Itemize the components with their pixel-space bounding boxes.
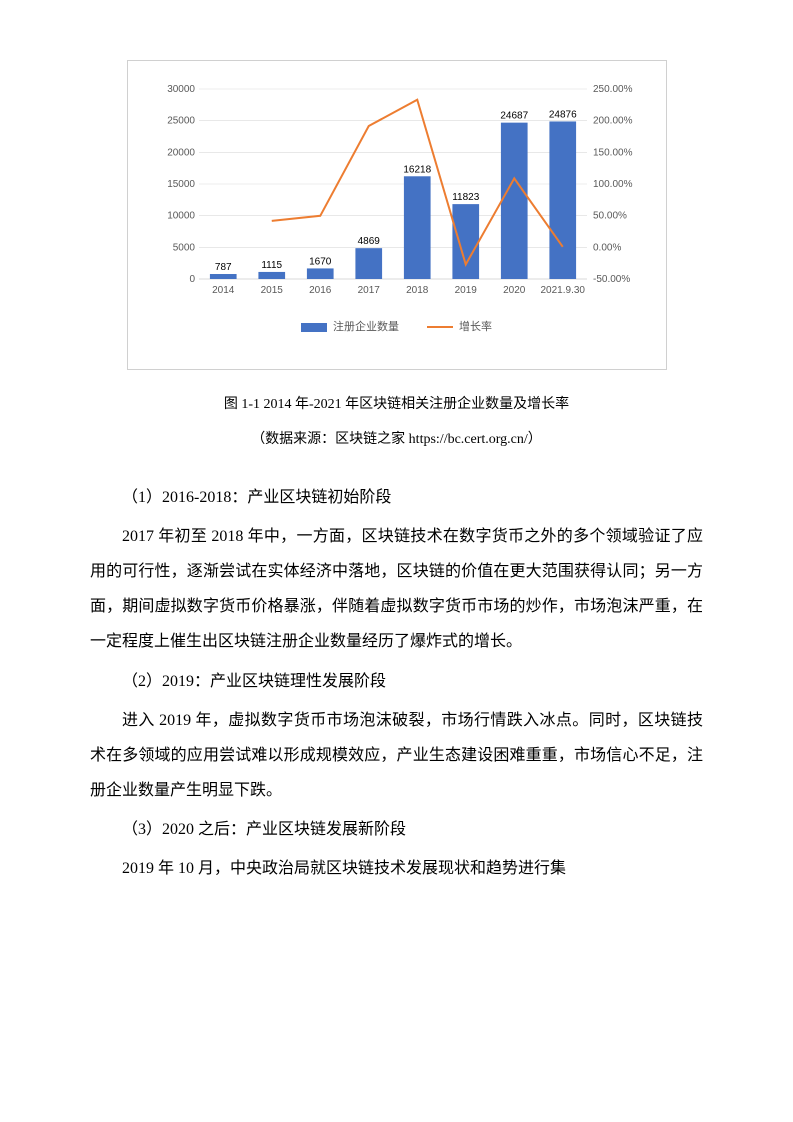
svg-text:50.00%: 50.00% xyxy=(593,211,627,222)
legend-line-item: 增长率 xyxy=(427,315,492,339)
section-heading-1: （1）2016-2018：产业区块链初始阶段 xyxy=(90,480,703,515)
svg-text:20000: 20000 xyxy=(167,147,195,158)
svg-text:100.00%: 100.00% xyxy=(593,179,633,190)
svg-text:150.00%: 150.00% xyxy=(593,147,633,158)
svg-text:200.00%: 200.00% xyxy=(593,116,633,127)
legend-line-swatch xyxy=(427,326,453,328)
svg-text:15000: 15000 xyxy=(167,179,195,190)
legend-bar-label: 注册企业数量 xyxy=(333,315,399,339)
legend-bar-swatch xyxy=(301,323,327,332)
svg-text:2020: 2020 xyxy=(503,285,526,296)
svg-text:24876: 24876 xyxy=(548,109,576,120)
combo-chart: 0 5000 10000 15000 20000 25000 30000 -50.00% 0.0… xyxy=(127,60,667,370)
svg-text:2019: 2019 xyxy=(454,285,477,296)
svg-text:787: 787 xyxy=(214,262,231,273)
svg-text:25000: 25000 xyxy=(167,116,195,127)
svg-text:1670: 1670 xyxy=(309,256,332,267)
svg-text:11823: 11823 xyxy=(452,192,480,203)
svg-text:2021.9.30: 2021.9.30 xyxy=(540,285,585,296)
svg-text:16218: 16218 xyxy=(403,164,431,175)
svg-text:5000: 5000 xyxy=(172,242,195,253)
figure-source: （数据来源：区块链之家 https://bc.cert.org.cn/） xyxy=(90,425,703,456)
svg-text:30000: 30000 xyxy=(167,84,195,95)
svg-text:2017: 2017 xyxy=(357,285,380,296)
svg-text:2016: 2016 xyxy=(309,285,332,296)
svg-text:10000: 10000 xyxy=(167,211,195,222)
chart-legend: 注册企业数量 增长率 xyxy=(143,315,651,339)
section-heading-2: （2）2019：产业区块链理性发展阶段 xyxy=(90,664,703,699)
svg-text:250.00%: 250.00% xyxy=(593,84,633,95)
chart-svg: 0 5000 10000 15000 20000 25000 30000 -50.00% 0.0… xyxy=(157,81,637,301)
svg-text:0.00%: 0.00% xyxy=(593,242,621,253)
section-paragraph-2: 进入 2019 年，虚拟数字货币市场泡沫破裂，市场行情跌入冰点。同时，区块链技术… xyxy=(90,703,703,809)
svg-text:-50.00%: -50.00% xyxy=(593,274,630,285)
svg-text:0: 0 xyxy=(189,274,195,285)
svg-text:2018: 2018 xyxy=(406,285,429,296)
svg-text:1115: 1115 xyxy=(261,260,282,271)
svg-text:4869: 4869 xyxy=(357,236,380,247)
svg-text:24687: 24687 xyxy=(500,111,528,122)
legend-line-label: 增长率 xyxy=(459,315,492,339)
svg-text:2015: 2015 xyxy=(260,285,283,296)
section-paragraph-1: 2017 年初至 2018 年中，一方面，区块链技术在数字货币之外的多个领域验证… xyxy=(90,519,703,660)
figure-caption: 图 1-1 2014 年-2021 年区块链相关注册企业数量及增长率 xyxy=(90,390,703,421)
section-paragraph-3: 2019 年 10 月，中央政治局就区块链技术发展现状和趋势进行集 xyxy=(90,851,703,886)
chart-plot: 0 5000 10000 15000 20000 25000 30000 -50.00% 0.0… xyxy=(157,81,637,301)
svg-text:2014: 2014 xyxy=(212,285,235,296)
section-heading-3: （3）2020 之后：产业区块链发展新阶段 xyxy=(90,812,703,847)
legend-bar-item: 注册企业数量 xyxy=(301,315,399,339)
